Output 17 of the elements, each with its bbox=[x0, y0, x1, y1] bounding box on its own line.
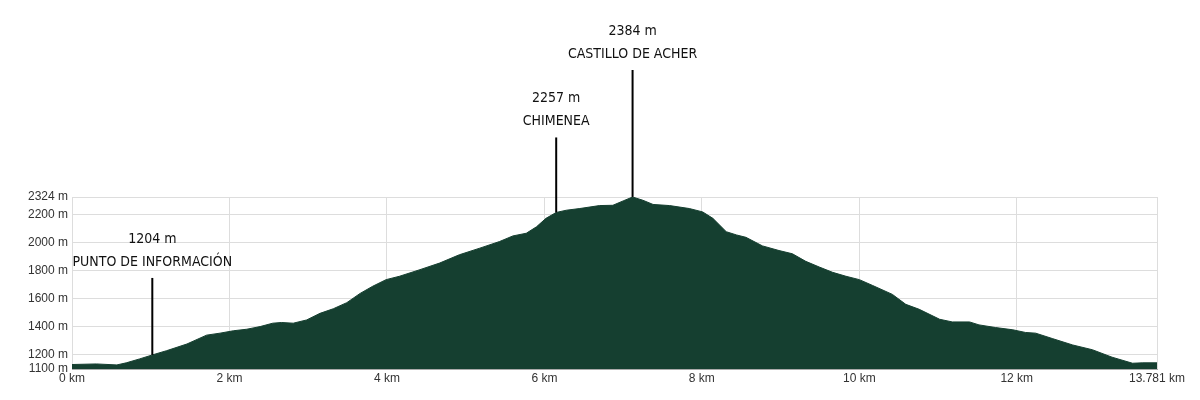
x-tick-label: 4 km bbox=[373, 370, 400, 385]
annotation: 2257 m CHIMENEA bbox=[522, 89, 590, 129]
x-tick-label: 10 km bbox=[842, 370, 876, 385]
annotation: 1204 m PUNTO DE INFORMACIÓN bbox=[72, 229, 233, 269]
x-tick-label: 13.781 km bbox=[1128, 370, 1186, 385]
y-tick-label: 1800 m bbox=[27, 262, 68, 277]
y-tick-label: 2324 m bbox=[27, 189, 68, 204]
y-tick-label: 1200 m bbox=[27, 347, 68, 362]
y-tick-label: 2200 m bbox=[27, 206, 68, 221]
x-tick-label: 6 km bbox=[531, 370, 558, 385]
x-tick-label: 2 km bbox=[216, 370, 243, 385]
x-tick-label: 12 km bbox=[1000, 370, 1034, 385]
annotation: 2384 m CASTILLO DE ACHER bbox=[567, 22, 698, 61]
y-tick-label: 2000 m bbox=[27, 234, 68, 249]
y-tick-label: 1400 m bbox=[27, 319, 68, 334]
x-tick-label: 8 km bbox=[688, 370, 715, 385]
y-tick-label: 1600 m bbox=[27, 291, 68, 306]
